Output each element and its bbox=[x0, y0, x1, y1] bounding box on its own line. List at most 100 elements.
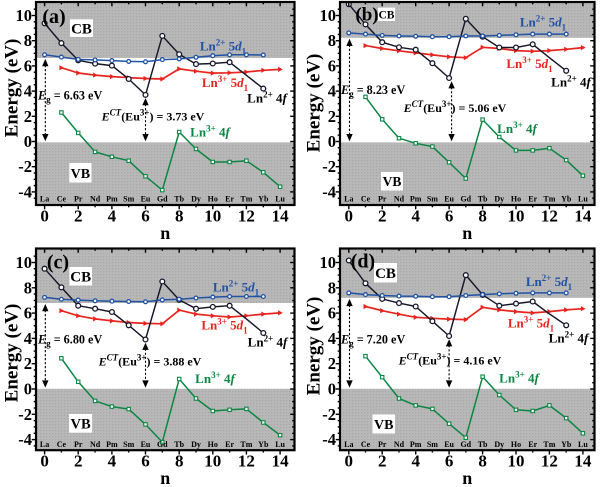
svg-text:Ln3+ 4f: Ln3+ 4f bbox=[497, 120, 538, 136]
svg-text:Ln2+ 4f: Ln2+ 4f bbox=[248, 334, 289, 350]
svg-text:Pr: Pr bbox=[378, 195, 387, 204]
svg-text:10: 10 bbox=[204, 452, 221, 471]
svg-text:6: 6 bbox=[328, 56, 336, 75]
svg-text:Sm: Sm bbox=[427, 440, 438, 449]
svg-text:12: 12 bbox=[541, 207, 558, 226]
svg-text:6: 6 bbox=[24, 56, 32, 75]
svg-text:La: La bbox=[344, 440, 353, 449]
svg-text:2: 2 bbox=[24, 354, 32, 373]
svg-text:Lu: Lu bbox=[275, 440, 285, 449]
svg-text:CB: CB bbox=[375, 266, 396, 282]
svg-text:Nd: Nd bbox=[90, 440, 101, 449]
svg-text:-4: -4 bbox=[18, 182, 32, 201]
svg-text:Er: Er bbox=[528, 440, 537, 449]
svg-text:ECT(Eu3+) = 5.06 eV: ECT(Eu3+) = 5.06 eV bbox=[403, 99, 507, 115]
svg-text:12: 12 bbox=[238, 452, 255, 471]
svg-text:Ln3+ 5d1: Ln3+ 5d1 bbox=[201, 317, 248, 336]
svg-text:Eg = 7.20 eV: Eg = 7.20 eV bbox=[340, 333, 405, 349]
svg-text:Pm: Pm bbox=[410, 440, 422, 449]
svg-text:0: 0 bbox=[24, 380, 32, 399]
svg-text:(d): (d) bbox=[351, 251, 375, 273]
svg-text:ECT(Eu3+) = 3.73 eV: ECT(Eu3+) = 3.73 eV bbox=[101, 108, 205, 124]
svg-text:Er: Er bbox=[225, 195, 234, 204]
svg-text:-4: -4 bbox=[322, 182, 336, 201]
svg-text:Dy: Dy bbox=[494, 440, 504, 449]
svg-text:2: 2 bbox=[74, 207, 83, 226]
svg-text:Tb: Tb bbox=[174, 195, 184, 204]
svg-text:Tm: Tm bbox=[543, 195, 555, 204]
svg-text:8: 8 bbox=[328, 278, 336, 297]
svg-text:4: 4 bbox=[328, 329, 336, 348]
svg-text:Er: Er bbox=[528, 195, 537, 204]
svg-text:14: 14 bbox=[272, 207, 290, 226]
svg-text:Eu: Eu bbox=[444, 195, 454, 204]
svg-text:Gd: Gd bbox=[460, 195, 471, 204]
svg-text:Ln2+ 5d1: Ln2+ 5d1 bbox=[526, 273, 573, 292]
svg-text:12: 12 bbox=[541, 452, 558, 471]
svg-text:Ln3+ 5d1: Ln3+ 5d1 bbox=[506, 55, 553, 74]
svg-text:Tm: Tm bbox=[240, 440, 252, 449]
svg-text:Nd: Nd bbox=[90, 195, 101, 204]
svg-text:2: 2 bbox=[378, 207, 387, 226]
svg-text:Sm: Sm bbox=[123, 440, 134, 449]
svg-text:2: 2 bbox=[24, 107, 32, 126]
svg-text:8: 8 bbox=[175, 452, 184, 471]
svg-text:Lu: Lu bbox=[275, 195, 285, 204]
svg-text:14: 14 bbox=[574, 207, 592, 226]
svg-text:Ln3+ 5d1: Ln3+ 5d1 bbox=[508, 315, 555, 334]
svg-text:4: 4 bbox=[108, 452, 117, 471]
svg-text:6: 6 bbox=[141, 452, 150, 471]
svg-text:0: 0 bbox=[40, 452, 49, 471]
svg-text:-2: -2 bbox=[322, 405, 336, 424]
svg-text:La: La bbox=[344, 195, 353, 204]
svg-text:La: La bbox=[40, 195, 49, 204]
svg-text:-2: -2 bbox=[18, 405, 32, 424]
svg-text:Er: Er bbox=[225, 440, 234, 449]
svg-text:4: 4 bbox=[108, 207, 117, 226]
svg-text:0: 0 bbox=[328, 380, 336, 399]
svg-text:Ho: Ho bbox=[511, 195, 521, 204]
svg-text:n: n bbox=[462, 223, 472, 243]
svg-text:10: 10 bbox=[204, 207, 221, 226]
svg-text:Ln3+ 5d1: Ln3+ 5d1 bbox=[202, 74, 249, 93]
svg-text:Pr: Pr bbox=[74, 195, 83, 204]
svg-text:Lu: Lu bbox=[578, 195, 588, 204]
svg-text:VB: VB bbox=[71, 167, 90, 182]
svg-text:Yb: Yb bbox=[258, 440, 269, 449]
svg-text:10: 10 bbox=[508, 452, 525, 471]
svg-text:4: 4 bbox=[411, 452, 420, 471]
svg-text:Energy (eV): Energy (eV) bbox=[304, 297, 325, 396]
svg-text:Dy: Dy bbox=[494, 195, 504, 204]
svg-text:8: 8 bbox=[24, 31, 32, 50]
svg-text:6: 6 bbox=[328, 304, 336, 323]
svg-text:Gd: Gd bbox=[157, 195, 168, 204]
svg-text:6: 6 bbox=[24, 304, 32, 323]
svg-text:8: 8 bbox=[478, 452, 487, 471]
svg-text:Gd: Gd bbox=[157, 440, 168, 449]
svg-text:Energy (eV): Energy (eV) bbox=[2, 304, 23, 403]
svg-text:6: 6 bbox=[445, 452, 454, 471]
svg-text:Gd: Gd bbox=[460, 440, 471, 449]
svg-text:2: 2 bbox=[378, 452, 387, 471]
svg-text:Sm: Sm bbox=[427, 195, 438, 204]
svg-text:Eg = 6.80 eV: Eg = 6.80 eV bbox=[37, 333, 102, 349]
svg-text:10: 10 bbox=[16, 6, 33, 25]
svg-text:(a): (a) bbox=[42, 6, 65, 28]
svg-text:0: 0 bbox=[345, 452, 354, 471]
svg-text:Pr: Pr bbox=[74, 440, 83, 449]
svg-text:Yb: Yb bbox=[561, 440, 572, 449]
svg-text:0: 0 bbox=[345, 207, 354, 226]
svg-text:Ln3+ 4f: Ln3+ 4f bbox=[195, 370, 236, 386]
svg-text:Ce: Ce bbox=[57, 195, 67, 204]
svg-text:Ce: Ce bbox=[361, 195, 371, 204]
svg-text:10: 10 bbox=[320, 6, 337, 25]
svg-text:Dy: Dy bbox=[191, 195, 201, 204]
svg-text:Ln2+ 4f: Ln2+ 4f bbox=[549, 330, 590, 346]
svg-text:6: 6 bbox=[445, 207, 454, 226]
svg-text:6: 6 bbox=[141, 207, 150, 226]
svg-text:10: 10 bbox=[508, 207, 525, 226]
svg-text:VB: VB bbox=[374, 418, 393, 433]
svg-text:8: 8 bbox=[478, 207, 487, 226]
svg-text:ECT(Eu3+) = 4.16 eV: ECT(Eu3+) = 4.16 eV bbox=[398, 352, 502, 368]
svg-text:Pm: Pm bbox=[410, 195, 422, 204]
